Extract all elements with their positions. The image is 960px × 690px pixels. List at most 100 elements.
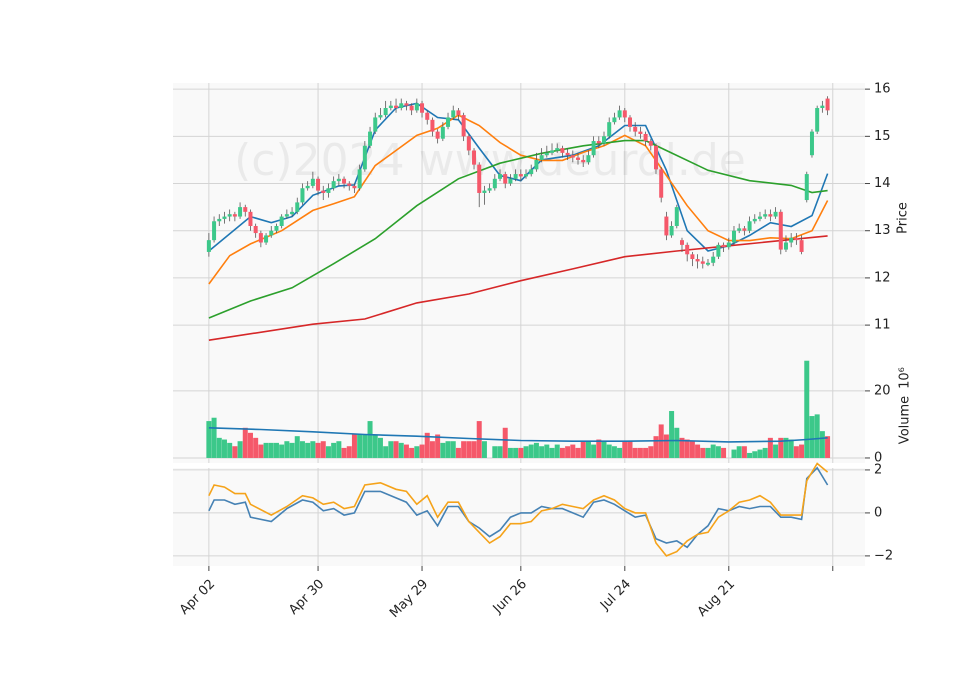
candle-body <box>705 262 710 265</box>
candle-body <box>373 117 378 132</box>
candle-body <box>544 152 549 156</box>
candle-body <box>700 261 705 264</box>
volume-bar <box>747 452 753 458</box>
candle-body <box>789 237 794 243</box>
candle-body <box>752 218 757 222</box>
candle-body <box>513 174 518 179</box>
volume-bar <box>393 441 399 458</box>
x-tick-label: Apr 02 <box>177 577 218 618</box>
candle-body <box>648 141 653 146</box>
volume-bar <box>409 447 415 458</box>
y-tick-label: 11 <box>874 318 891 333</box>
candle-body <box>815 108 820 132</box>
volume-bar <box>367 421 373 458</box>
y-tick-label: 16 <box>874 82 891 97</box>
volume-bar <box>591 444 597 458</box>
volume-bar <box>247 432 253 458</box>
moving-average-line <box>208 235 828 341</box>
candle-body <box>274 225 279 231</box>
candle-body <box>264 235 269 243</box>
volume-bar <box>643 447 649 458</box>
volume-bar <box>669 411 675 458</box>
volume-bar <box>211 417 217 458</box>
volume-bar <box>466 441 472 458</box>
y-tick-label: 2 <box>874 462 882 477</box>
candle-body <box>622 110 627 118</box>
candle-body <box>524 174 529 177</box>
candle-body <box>217 218 222 222</box>
candle-body <box>258 233 263 243</box>
volume-bar <box>258 444 264 458</box>
volume-bar <box>767 437 773 458</box>
volume-bar <box>695 444 701 458</box>
y-tick-label: 14 <box>874 176 891 191</box>
volume-bar <box>419 444 425 458</box>
volume-bar <box>341 447 347 458</box>
candle-body <box>596 141 601 144</box>
volume-bar <box>471 441 477 458</box>
volume-bar <box>539 446 545 458</box>
volume-bar <box>575 447 581 458</box>
volume-bar <box>305 442 311 458</box>
candle-body <box>284 214 289 217</box>
candle-body <box>570 155 575 158</box>
candle-body <box>809 131 814 156</box>
volume-bar <box>253 437 259 458</box>
candle-body <box>804 174 809 201</box>
candle-body <box>290 211 295 215</box>
candle-body <box>388 105 393 109</box>
volume-bar <box>825 436 831 458</box>
candle-body <box>451 110 456 118</box>
volume-bar <box>242 427 248 458</box>
volume-bar <box>715 446 721 458</box>
candle-body <box>300 188 305 203</box>
volume-bar <box>585 441 591 458</box>
candle-body <box>653 145 658 170</box>
volume-bar <box>331 442 337 458</box>
volume-bar <box>819 431 825 458</box>
candle-body <box>420 103 425 113</box>
volume-bar <box>481 441 487 458</box>
volume-bar <box>273 442 279 458</box>
candle-body <box>742 228 747 231</box>
candle-body <box>607 122 612 137</box>
candle-body <box>518 174 523 177</box>
candle-body <box>638 131 643 134</box>
candle-body <box>461 115 466 137</box>
candle-body <box>633 126 638 132</box>
volume-bar <box>497 446 503 458</box>
candle-body <box>498 174 503 179</box>
volume-bar <box>315 442 321 458</box>
volume-bar <box>799 444 805 458</box>
candle-body <box>679 240 684 245</box>
candle-body <box>555 148 560 151</box>
candle-body <box>248 211 253 226</box>
volume-bar <box>320 441 326 458</box>
volume-bar <box>674 427 680 458</box>
volume-bar <box>263 442 269 458</box>
candle-body <box>659 169 664 198</box>
volume-average-line <box>208 427 828 443</box>
volume-bar <box>736 446 742 458</box>
volume-bar <box>310 441 316 458</box>
volume-bar <box>388 441 394 458</box>
candle-body <box>253 225 258 234</box>
volume-bar <box>757 449 763 458</box>
candle-body <box>726 242 731 248</box>
candle-body <box>628 117 633 127</box>
volume-bar <box>435 434 441 458</box>
volume-bar <box>783 437 789 458</box>
volume-bar <box>513 447 519 458</box>
candle-body <box>711 256 716 263</box>
volume-bar <box>206 421 212 458</box>
x-tick-label: Aug 21 <box>695 577 738 620</box>
volume-bar <box>814 414 820 458</box>
candle-body <box>399 103 404 109</box>
volume-bar <box>325 446 331 458</box>
candle-body <box>347 183 352 186</box>
y-tick-label: 20 <box>874 383 891 398</box>
volume-bar <box>533 442 539 458</box>
volume-bar <box>565 446 571 458</box>
candle-body <box>747 221 752 231</box>
